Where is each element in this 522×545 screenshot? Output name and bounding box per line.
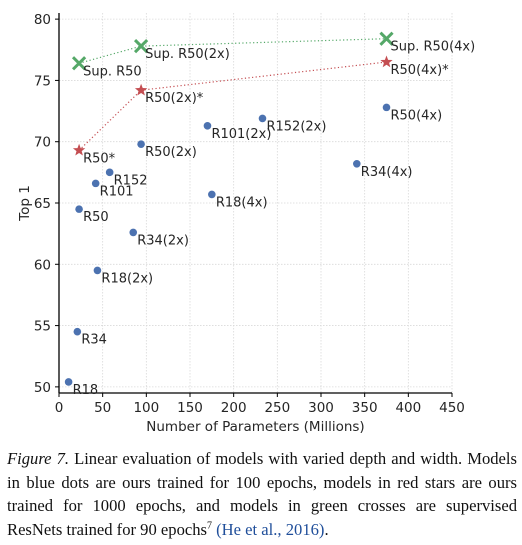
label-r50-2x: R50(2x)* <box>145 91 204 106</box>
point-r50-2x <box>137 140 145 148</box>
label-r34-4x: R34(4x) <box>361 165 413 180</box>
x-axis-label: Number of Parameters (Millions) <box>146 419 364 435</box>
point-r50 <box>75 205 83 213</box>
point-sup-r50 <box>71 56 87 71</box>
label-r18-2x: R18(2x) <box>101 271 153 286</box>
y-tick-label: 65 <box>34 196 51 212</box>
label-r18: R18 <box>73 383 99 398</box>
x-tick-label: 450 <box>439 400 465 416</box>
x-tick-label: 100 <box>133 400 159 416</box>
y-axis-label: Top 1 <box>17 185 33 222</box>
label-sup-r50-4x: Sup. R50(4x) <box>391 40 476 55</box>
x-tick-label: 400 <box>395 400 421 416</box>
y-tick-label: 80 <box>34 12 51 28</box>
point-r18-4x <box>208 190 216 199</box>
caption-end: . <box>324 519 329 539</box>
point-r34-4x <box>353 159 361 168</box>
x-tick-label: 200 <box>221 400 247 416</box>
label-sup-r50: Sup. R50 <box>83 64 142 79</box>
label-r50: R50* <box>83 151 116 166</box>
scatter-chart: 0 50 100 150 200 250 300 350 400 450 50 55 60 65 70 75 8… <box>17 12 476 435</box>
chart-canvas: 0 50 100 150 200 250 300 350 400 4505055606570758… <box>17 12 476 435</box>
point-sup-r50-2x <box>133 38 149 54</box>
point-r50 <box>72 143 86 156</box>
label-r50-4x: R50(4x)* <box>391 63 450 78</box>
point-r152-2x <box>258 114 267 123</box>
label-r50-4x: R50(4x) <box>391 108 443 123</box>
label-r152: R152 <box>114 173 148 188</box>
y-tick-label: 75 <box>34 73 51 89</box>
point-r50-2x <box>134 83 148 96</box>
citation-link[interactable]: (He et al., 2016) <box>216 519 325 539</box>
label-r50-2x: R50(2x) <box>145 145 197 160</box>
label-r50: R50 <box>83 210 109 225</box>
caption-text: Linear evaluation of models with varied … <box>7 449 517 539</box>
label-r101-2x: R101(2x) <box>211 127 271 142</box>
x-tick-label: 350 <box>352 400 378 416</box>
figure-label: Figure 7. <box>7 449 70 468</box>
green-series-line <box>78 38 387 64</box>
point-r152 <box>105 168 114 177</box>
x-tick-label: 0 <box>55 400 64 416</box>
x-tick-label: 50 <box>94 400 111 416</box>
point-r101-2x <box>203 121 212 130</box>
point-sup-r50-4x <box>379 31 394 46</box>
label-r101: R101 <box>100 184 134 199</box>
label-sup-r50-2x: Sup. R50(2x) <box>145 47 230 62</box>
y-tick-label: 50 <box>34 380 51 396</box>
label-r34-2x: R34(2x) <box>137 233 189 248</box>
label-r34: R34 <box>81 333 107 348</box>
footnote-mark[interactable]: 7 <box>207 519 212 531</box>
y-tick-label: 55 <box>34 319 51 335</box>
point-r50-4x <box>380 55 393 68</box>
y-tick-label: 60 <box>34 257 51 273</box>
point-r34 <box>73 327 82 336</box>
label-r152-2x: R152(2x) <box>266 119 326 134</box>
y-tick-label: 70 <box>34 135 51 151</box>
point-r50-4x <box>382 103 391 112</box>
point-r101 <box>91 179 100 188</box>
figure-caption: Figure 7. Linear evaluation of models wi… <box>7 447 517 541</box>
point-r34-2x <box>129 228 138 237</box>
x-tick-label: 250 <box>264 400 290 416</box>
label-r18-4x: R18(4x) <box>216 195 268 210</box>
point-r18-2x <box>93 266 102 275</box>
point-r18 <box>64 378 73 386</box>
x-tick-label: 300 <box>308 400 334 416</box>
x-tick-label: 150 <box>177 400 203 416</box>
